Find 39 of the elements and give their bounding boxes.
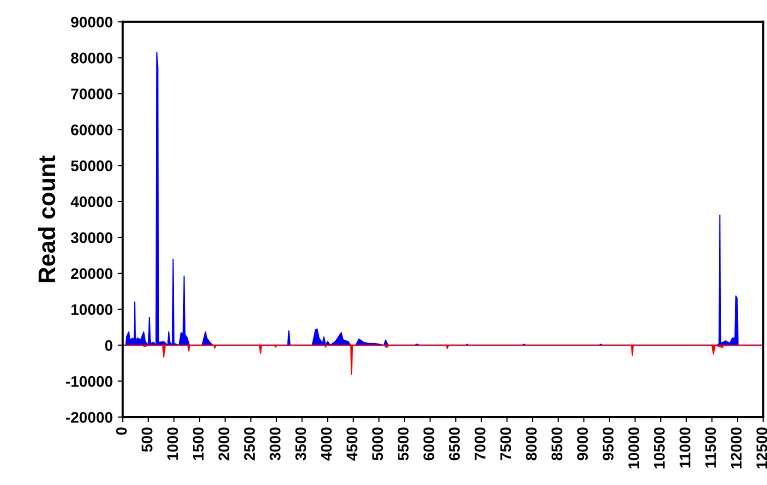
x-tick-label: 0 <box>116 427 127 435</box>
y-tick-label: 20000 <box>71 268 112 280</box>
x-tick-label: 10500 <box>654 427 665 468</box>
x-tick-label: 6500 <box>449 427 460 460</box>
x-tick-label: 8500 <box>552 427 562 460</box>
x-tick-label: 10000 <box>628 427 640 468</box>
x-tick-label: 5000 <box>372 427 383 460</box>
x-tick-label: 7000 <box>474 427 486 460</box>
y-tick-label: 90000 <box>71 16 112 28</box>
x-tick-label: 12000 <box>730 427 742 468</box>
x-tick-label: 7500 <box>500 427 512 460</box>
x-tick-label: 2500 <box>244 427 255 460</box>
y-tick-label: 10000 <box>71 304 112 315</box>
y-tick-label: 50000 <box>70 160 112 172</box>
y-tick-label: -10000 <box>66 376 112 387</box>
y-tick-label: 70000 <box>71 88 112 100</box>
x-tick-label: 3500 <box>295 427 306 460</box>
x-tick-label: 2000 <box>218 427 230 460</box>
y-tick-label: 0 <box>105 340 112 351</box>
x-tick-label: 9500 <box>602 427 614 460</box>
x-tick-label: 5500 <box>398 427 409 460</box>
x-tick-label: 3000 <box>270 427 281 460</box>
x-tick-label: 6000 <box>423 427 434 460</box>
y-axis-title: Read count <box>38 155 56 282</box>
x-tick-label: 11000 <box>680 427 690 468</box>
x-tick-label: 11500 <box>705 427 716 468</box>
x-tick-label: 1500 <box>192 427 204 460</box>
x-tick-label: 4000 <box>320 427 332 461</box>
y-tick-label: 40000 <box>70 196 112 208</box>
x-tick-label: 8000 <box>526 427 537 460</box>
x-tick-label: 9000 <box>577 427 588 460</box>
x-tick-label: 1000 <box>167 427 178 460</box>
x-tick-label: 12500 <box>756 427 767 468</box>
y-tick-label: 60000 <box>71 124 112 136</box>
y-tick-label: 80000 <box>71 52 112 64</box>
x-tick-label: 500 <box>142 427 152 452</box>
x-tick-label: 4500 <box>346 427 358 461</box>
y-tick-label: -20000 <box>66 412 112 423</box>
y-tick-label: 30000 <box>70 232 112 244</box>
